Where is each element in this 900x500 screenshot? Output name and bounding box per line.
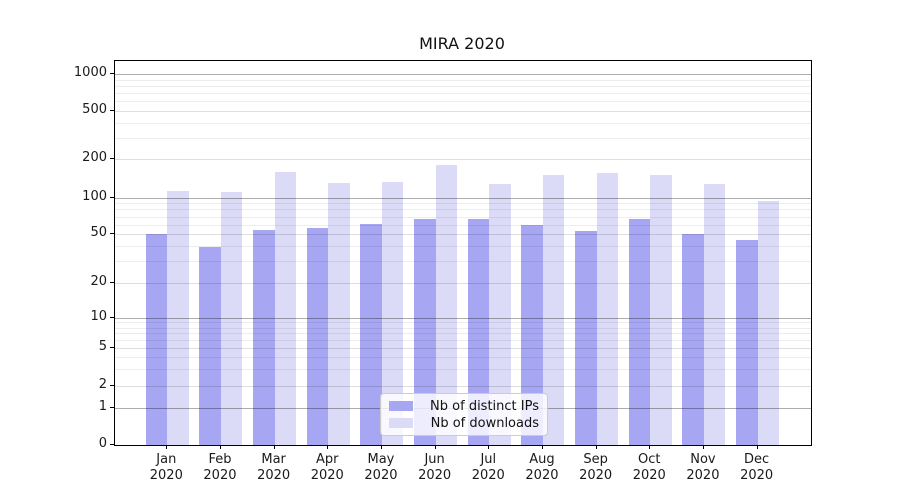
xtick-label-jan: Jan 2020: [149, 452, 183, 483]
xtick-label-apr: Apr 2020: [310, 452, 344, 483]
bar-aug-downloads: [542, 175, 565, 445]
ytick-mark-100: [110, 196, 114, 198]
bar-mar-distinct-ips: [253, 230, 275, 445]
bar-feb-distinct-ips: [199, 247, 221, 445]
xtick-label-aug: Aug 2020: [525, 452, 559, 483]
xtick-label-jul: Jul 2020: [471, 452, 505, 483]
legend-label: Nb of distinct IPs: [430, 398, 539, 414]
bar-nov-downloads: [703, 184, 726, 445]
xtick-label-mar: Mar 2020: [257, 452, 291, 483]
ytick-mark-500: [110, 109, 114, 111]
bar-feb-downloads: [220, 192, 243, 445]
ytick-mark-0: [110, 444, 114, 445]
legend-swatch-distinct-ips: [389, 401, 413, 411]
legend-item-downloads: Nb of downloads: [389, 416, 539, 431]
xtick-label-sep: Sep 2020: [579, 452, 613, 483]
ytick-mark-2: [110, 385, 114, 387]
ytick-label-2: 2: [98, 377, 107, 393]
xtick-mark-mar: [273, 445, 275, 449]
ytick-mark-20: [110, 281, 114, 283]
ytick-label-10: 10: [90, 308, 107, 324]
bar-sep-distinct-ips: [575, 231, 597, 445]
bar-jun-distinct-ips: [414, 218, 436, 445]
xtick-label-nov: Nov 2020: [686, 452, 720, 483]
bars-layer: [115, 61, 811, 445]
bar-may-distinct-ips: [360, 223, 382, 445]
xtick-mark-apr: [327, 445, 329, 449]
bar-mar-downloads: [274, 171, 297, 445]
xtick-label-feb: Feb 2020: [203, 452, 237, 483]
legend-swatch-downloads: [389, 418, 413, 428]
xtick-mark-dec: [756, 445, 758, 449]
ytick-label-50: 50: [90, 225, 107, 241]
xtick-mark-feb: [219, 445, 221, 449]
ytick-mark-10: [110, 316, 114, 318]
ytick-label-5: 5: [98, 339, 107, 355]
xtick-mark-jan: [166, 445, 168, 449]
bar-jan-distinct-ips: [145, 234, 168, 445]
xtick-mark-aug: [541, 445, 543, 449]
xtick-mark-jul: [488, 445, 490, 449]
xtick-mark-sep: [595, 445, 597, 449]
xtick-label-jun: Jun 2020: [418, 452, 452, 483]
bar-jun-downloads: [435, 165, 458, 445]
ytick-mark-200: [110, 158, 114, 160]
bar-dec-distinct-ips: [736, 239, 758, 445]
xtick-mark-oct: [649, 445, 651, 449]
xtick-mark-nov: [702, 445, 704, 449]
chart-title: MIRA 2020: [419, 34, 505, 53]
ytick-label-100: 100: [82, 188, 107, 204]
bar-jul-distinct-ips: [467, 218, 490, 445]
ytick-label-0: 0: [98, 436, 107, 451]
xtick-label-dec: Dec 2020: [740, 452, 774, 483]
bar-apr-distinct-ips: [306, 228, 329, 445]
ytick-label-1: 1: [98, 398, 107, 414]
xtick-mark-jun: [434, 445, 436, 449]
bar-nov-distinct-ips: [682, 234, 704, 445]
ytick-mark-1: [110, 406, 114, 408]
legend-label: Nb of downloads: [430, 415, 539, 431]
bar-sep-downloads: [596, 173, 619, 445]
ytick-mark-5: [110, 347, 114, 349]
bar-dec-downloads: [757, 200, 780, 445]
bar-jul-downloads: [489, 184, 511, 445]
bar-aug-distinct-ips: [521, 224, 543, 445]
ytick-mark-1000: [110, 73, 114, 75]
bar-oct-distinct-ips: [628, 218, 651, 445]
plot-area: Nb of distinct IPs Nb of downloads: [114, 60, 812, 446]
xtick-label-oct: Oct 2020: [632, 452, 666, 483]
xtick-mark-may: [380, 445, 382, 449]
ytick-label-500: 500: [82, 101, 107, 117]
ytick-label-1000: 1000: [73, 65, 107, 81]
ytick-label-20: 20: [90, 273, 107, 289]
bar-oct-downloads: [650, 175, 672, 445]
ytick-mark-50: [110, 233, 114, 235]
bar-may-downloads: [381, 181, 404, 445]
legend: Nb of distinct IPs Nb of downloads: [380, 393, 548, 436]
ytick-label-200: 200: [82, 150, 107, 166]
bar-jan-downloads: [167, 190, 189, 445]
legend-item-distinct-ips: Nb of distinct IPs: [389, 399, 539, 414]
xtick-label-may: May 2020: [364, 452, 398, 483]
bar-apr-downloads: [328, 183, 350, 445]
